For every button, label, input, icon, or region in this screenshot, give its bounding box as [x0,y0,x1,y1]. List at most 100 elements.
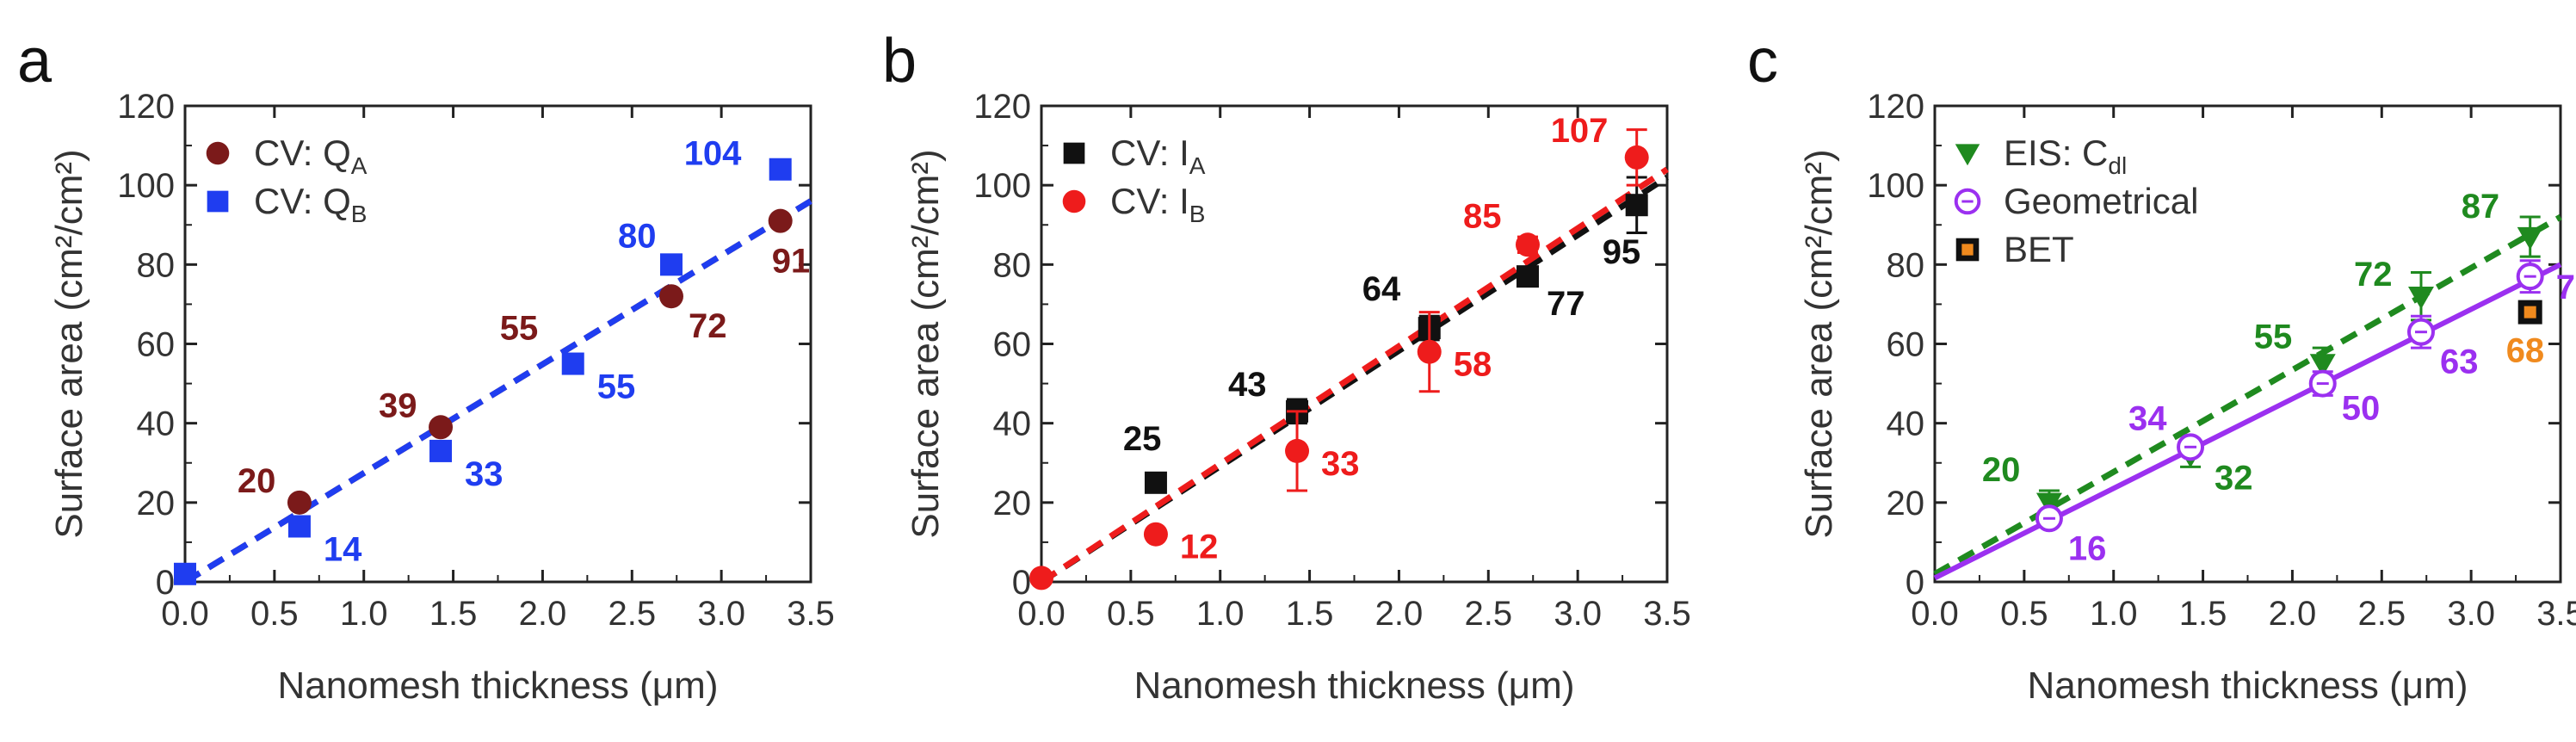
data-label: 34 [2128,399,2167,437]
legend-subscript: dl [2108,152,2127,179]
data-label: 85 [1463,197,1502,235]
data-point [1625,194,1648,217]
data-label: 64 [1362,270,1401,308]
data-point [2177,433,2205,461]
data-point [658,284,683,309]
y-tick-label: 0 [156,564,175,602]
y-tick-label: 100 [117,167,175,205]
x-tick-label: 0.0 [1911,595,1959,633]
data-point [2035,492,2062,516]
legend-marker [1955,144,1980,166]
data-label: 87 [2462,188,2500,226]
x-axis-title: Nanomesh thickness (μm) [2028,665,2468,707]
legend-subscript: A [1189,152,1206,179]
data-point [2407,286,2434,310]
data-point [287,490,312,515]
data-label: 33 [1321,445,1360,483]
x-tick-label: 2.5 [608,595,656,633]
data-point [1417,339,1442,364]
chart-panel-c: c 0.0 0.5 1.0 1.5 2.0 2.5 3.0 3.5 0 20 40 60 80 100 12… [1747,27,2576,707]
data-point [174,562,196,585]
plot-frame [1040,104,1669,584]
y-tick-label: 60 [137,326,176,364]
x-tick-label: 2.0 [519,595,567,633]
data-label: 55 [597,368,636,406]
x-tick-label: 2.0 [1375,595,1424,633]
y-tick-label: 40 [993,405,1032,443]
data-label: 25 [1123,420,1162,458]
x-tick-label: 2.0 [2269,595,2317,633]
y-tick-label: 20 [993,485,1032,522]
y-tick-label: 20 [137,485,176,522]
data-point [1144,471,1167,494]
x-tick-label: 1.0 [340,595,388,633]
data-label: 68 [2506,332,2545,370]
data-point [287,515,311,538]
data-point [561,352,584,375]
panel-letter-b: b [882,27,917,96]
legend-subscript: A [351,152,368,179]
x-tick-label: 0.0 [1017,595,1066,633]
x-tick-label: 3.0 [1554,595,1602,633]
data-point [2406,318,2435,346]
data-point [429,415,454,440]
y-tick-label: 120 [973,88,1031,126]
data-label: 20 [1982,451,2021,489]
fit-line [1933,213,2562,577]
data-label: 33 [465,455,503,493]
y-tick-label: 40 [137,405,176,443]
y-axis-title: Surface area (cm²/cm²) [905,149,947,538]
data-label: 77 [1547,285,1585,323]
y-tick-label: 20 [1887,485,1925,522]
y-tick-label: 120 [1867,88,1924,126]
data-point [1285,438,1310,463]
data-point [769,158,792,181]
data-label: 16 [2068,529,2107,567]
data-label: 104 [684,135,742,173]
legend-label: Geometrical [2004,181,2198,221]
data-point [2308,369,2337,398]
legend-marker [207,190,229,213]
legend-marker-inner [1961,244,1974,256]
y-tick-label: 40 [1887,405,1925,443]
x-tick-label: 2.5 [1464,595,1512,633]
panel-letter-a: a [17,27,53,96]
x-tick-label: 3.5 [787,595,835,633]
y-tick-label: 100 [973,167,1031,205]
x-tick-label: 2.5 [2357,595,2406,633]
data-point-inner [2523,306,2536,318]
y-tick-label: 80 [1887,246,1925,284]
fit-line [1040,166,1669,584]
data-label: 39 [379,386,417,424]
data-point [2517,300,2542,325]
data-label: 43 [1228,366,1267,404]
data-label: 107 [1551,112,1609,150]
chart-panel-b: b 0.0 0.5 1.0 1.5 2.0 2.5 3.0 3.5 0 20 40 60 80 100 12… [882,27,1691,707]
y-axis-title: Surface area (cm²/cm²) [48,149,90,538]
x-tick-label: 0.0 [161,595,209,633]
data-point [2517,226,2543,250]
y-tick-label: 100 [1867,167,1924,205]
data-point [2516,263,2544,291]
data-point [1515,232,1540,257]
y-tick-label: 0 [1906,564,1924,602]
legend-label: CV: IA [1110,133,1206,179]
data-point [1029,566,1053,591]
data-label: 72 [2354,256,2393,294]
data-label: 12 [1180,529,1219,566]
x-tick-label: 3.5 [2536,595,2576,633]
legend-label: BET [2004,229,2074,269]
y-tick-label: 80 [993,246,1032,284]
y-axis-title: Surface area (cm²/cm²) [1798,149,1840,538]
panel-letter-c: c [1747,27,1778,96]
legend-marker [1062,189,1086,213]
legend-label: CV: QA [254,133,368,179]
x-tick-label: 3.0 [697,595,745,633]
x-tick-label: 1.5 [429,595,478,633]
x-tick-label: 0.5 [250,595,299,633]
data-point [2309,354,2336,377]
legend-marker [1063,142,1085,164]
data-point [1143,522,1168,547]
data-label: 77 [2556,269,2576,306]
